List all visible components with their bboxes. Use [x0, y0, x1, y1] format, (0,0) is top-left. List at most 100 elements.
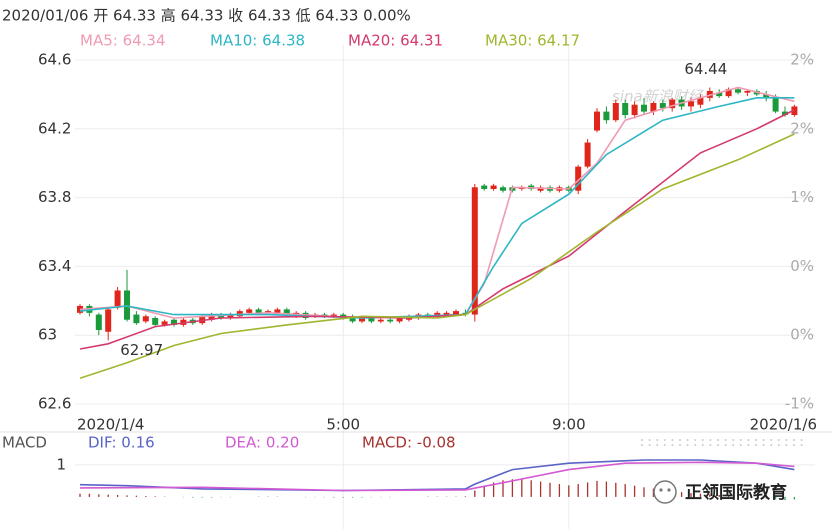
- decor-dot: [694, 439, 697, 441]
- candle-body: [124, 290, 130, 320]
- y2-tick-label: -1%: [785, 395, 814, 413]
- decor-dot: [686, 439, 689, 441]
- y-tick-label: 1: [56, 455, 66, 473]
- decor-dot: [770, 439, 773, 441]
- decor-dot: [648, 444, 651, 446]
- decor-dot: [671, 444, 674, 446]
- decor-dot: [686, 444, 689, 446]
- decor-dot: [679, 444, 681, 446]
- x-tick-label: 2020/1/4: [77, 416, 144, 434]
- candle-body: [659, 103, 666, 109]
- legend-entry: MACD: -0.08: [362, 434, 456, 452]
- decor-dot: [739, 444, 742, 446]
- candle-body: [772, 97, 779, 112]
- brand: 正领国际教育: [685, 482, 787, 503]
- decor-dot: [785, 444, 788, 446]
- decor-dot: [709, 444, 712, 446]
- y2-tick-label: 1%: [790, 188, 814, 206]
- y2-tick-label: 2%: [790, 51, 814, 69]
- decor-dot: [793, 444, 795, 446]
- decor-dot: [701, 444, 704, 446]
- decor-dot: [724, 439, 727, 441]
- decor-dot: [755, 439, 757, 441]
- ma-line: [79, 133, 795, 379]
- candle-body: [443, 312, 450, 315]
- candle-body: [227, 314, 234, 318]
- decor-dot: [709, 439, 712, 441]
- decor-dot: [785, 439, 788, 441]
- candle-body: [171, 319, 177, 325]
- legend-entry: DEA: 0.20: [225, 434, 299, 452]
- decor-dot: [732, 439, 735, 441]
- candle-body: [744, 90, 751, 93]
- candle-body: [584, 142, 591, 167]
- decor-dot: [747, 444, 750, 446]
- decor-dot: [641, 444, 643, 446]
- candle-body: [716, 92, 723, 97]
- candle-body: [377, 319, 384, 322]
- y-tick-label: 63: [38, 326, 57, 344]
- candle-body: [95, 314, 102, 331]
- candle-body: [218, 314, 224, 318]
- candle-body: [763, 94, 770, 98]
- decor-dot: [663, 444, 666, 446]
- decor-dot: [800, 444, 803, 446]
- decor-dot: [679, 439, 681, 441]
- decor-dot: [724, 444, 727, 446]
- brand-icon-dot: [667, 488, 671, 492]
- y2-tick-label: 0%: [790, 326, 814, 344]
- decor-dot: [663, 439, 666, 441]
- decor-dot: [717, 444, 719, 446]
- panel-title: MACD: [2, 434, 47, 452]
- high-annotation: 64.44: [684, 60, 727, 78]
- decor-dot: [777, 444, 780, 446]
- candle-body: [434, 312, 441, 317]
- decor-dot: [762, 444, 765, 446]
- candle-body: [396, 318, 403, 322]
- macd-line: [79, 461, 795, 492]
- brand-icon: [653, 480, 677, 504]
- legend-entry: MA30: 64.17: [485, 32, 580, 50]
- decor-dot: [656, 444, 659, 446]
- candle-body: [330, 314, 337, 317]
- decor-dot: [701, 439, 704, 441]
- y-tick-label: 63.4: [38, 257, 71, 275]
- candle-body: [688, 101, 694, 107]
- candle-body: [594, 111, 600, 131]
- y-tick-label: 62.6: [38, 395, 71, 413]
- candle-body: [603, 111, 610, 121]
- brand-icon-dot: [659, 488, 663, 492]
- decor-dot: [671, 439, 674, 441]
- ma-line: [79, 86, 795, 319]
- candle-body: [697, 97, 704, 105]
- y-tick-label: 64.6: [38, 51, 71, 69]
- decor-dot: [717, 439, 719, 441]
- y-tick-label: 64.2: [38, 119, 71, 137]
- decor-dot: [732, 444, 735, 446]
- candle-body: [500, 187, 506, 191]
- candle-body: [735, 89, 741, 93]
- x-tick-label: 2020/1/6: [750, 416, 817, 434]
- candle-body: [255, 309, 262, 313]
- candle-body: [782, 111, 788, 116]
- chart-title: 2020/01/06 开 64.33 高 64.33 收 64.33 低 64.…: [2, 7, 411, 25]
- candle-body: [105, 309, 112, 332]
- candle-body: [631, 104, 638, 116]
- candle-body: [706, 90, 713, 98]
- candle-body: [612, 103, 619, 121]
- candle-body: [471, 187, 478, 315]
- decor-dot: [762, 439, 765, 441]
- candle-body: [481, 185, 488, 189]
- decor-dot: [694, 444, 697, 446]
- candle-body: [133, 314, 140, 324]
- legend-entry: MA10: 64.38: [210, 32, 305, 50]
- candle-body: [283, 309, 290, 315]
- decor-dot: [800, 439, 803, 441]
- candle-body: [114, 290, 121, 308]
- candle-body: [152, 318, 159, 325]
- candle-body: [622, 103, 629, 116]
- decor-dot: [777, 439, 780, 441]
- x-tick-label: 5:00: [326, 416, 360, 434]
- y-tick-label: 63.8: [38, 188, 71, 206]
